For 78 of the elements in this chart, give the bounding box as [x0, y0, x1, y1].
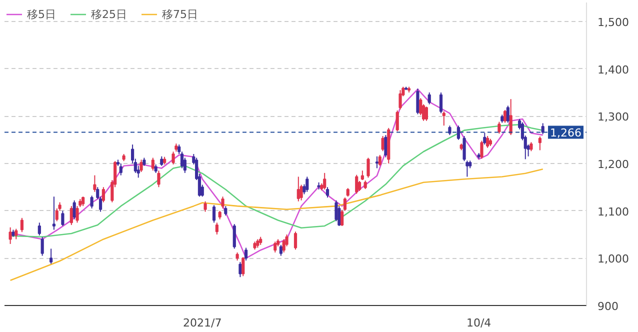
candlestick: [14, 228, 18, 240]
candlestick: [323, 172, 326, 190]
candlestick: [90, 195, 94, 209]
candlestick: [244, 247, 248, 262]
candlestick: [486, 136, 490, 148]
candlestick: [296, 176, 300, 202]
candlestick: [375, 156, 379, 169]
candlestick: [151, 157, 154, 172]
candlestick: [448, 125, 452, 136]
y-tick-label: 1,500: [598, 16, 629, 29]
candlestick: [102, 186, 105, 203]
x-tick-label: 2021/7: [183, 316, 222, 330]
candlestick: [439, 92, 443, 114]
candlestick: [204, 200, 207, 212]
candlestick: [40, 236, 44, 256]
y-tick-label: 1,000: [598, 252, 629, 266]
candlestick: [538, 136, 542, 151]
candlestick: [326, 186, 330, 198]
x-tick-label: 10/4: [466, 316, 492, 330]
candlestick: [224, 206, 228, 216]
candlestick: [294, 231, 298, 250]
candlestick: [306, 176, 309, 192]
candlestick: [61, 210, 64, 226]
candlestick: [384, 134, 388, 158]
candlestick: [160, 156, 164, 166]
legend-label: 移25日: [91, 6, 127, 22]
candlestick: [38, 222, 41, 236]
candlestick: [483, 132, 486, 146]
candlestick: [480, 140, 484, 160]
candlestick: [282, 238, 286, 253]
candlestick: [140, 159, 143, 172]
candlestick: [8, 226, 12, 244]
candlestick: [506, 105, 510, 124]
ref-line-label: 1,266: [550, 126, 582, 140]
candlestick: [157, 170, 160, 188]
candlestick: [340, 209, 344, 226]
y-tick-label: 900: [598, 300, 618, 313]
candlestick: [238, 261, 242, 278]
legend-label: 移5日: [27, 6, 56, 22]
candlestick: [242, 256, 245, 277]
candlestick: [215, 222, 218, 235]
candlestick: [70, 206, 73, 226]
candlestick: [503, 109, 507, 124]
candlestick: [172, 151, 175, 165]
candlestick: [279, 244, 282, 256]
candlestick: [456, 125, 460, 140]
candlestick: [274, 241, 277, 253]
candlestick: [221, 196, 224, 209]
candlestick: [498, 121, 501, 134]
candlestick: [366, 157, 370, 178]
candlestick: [50, 248, 53, 264]
line-series: [10, 168, 544, 282]
candlestick: [360, 170, 364, 181]
candlestick: [358, 180, 362, 192]
candlestick: [416, 88, 420, 115]
y-tick-label: 1,300: [598, 110, 629, 124]
candlestick: [355, 174, 358, 194]
candlestick: [232, 224, 236, 250]
candlestick: [343, 197, 347, 212]
candlestick: [442, 110, 446, 126]
candlestick: [82, 196, 85, 207]
candlestick: [396, 110, 399, 132]
candlestick: [378, 154, 382, 166]
candlestick: [424, 106, 428, 122]
y-tick-label: 1,200: [598, 158, 629, 171]
candlestick: [20, 217, 24, 233]
legend-label: 移75日: [162, 6, 198, 22]
y-tick-label: 1,100: [598, 205, 629, 218]
y-tick-label: 1,400: [598, 63, 629, 76]
candlestick: [509, 98, 512, 136]
candlestick: [428, 92, 431, 105]
candlestick: [93, 174, 96, 192]
candlestick: [334, 200, 338, 222]
candlestick: [541, 122, 544, 135]
candlestick: [212, 204, 216, 224]
candlestick: [398, 90, 402, 110]
candlestick: [119, 162, 122, 176]
candlestick: [52, 196, 56, 230]
